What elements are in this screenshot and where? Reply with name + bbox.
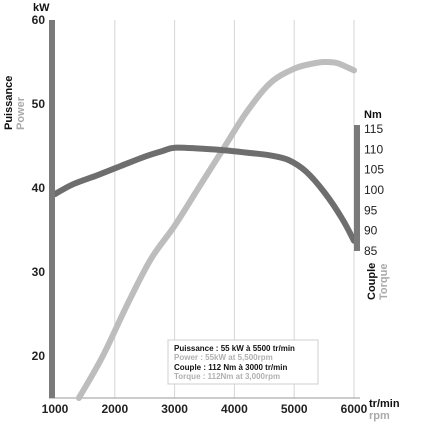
x-tick-label: 1000 bbox=[42, 402, 69, 416]
y-right-tick-label: 90 bbox=[364, 224, 378, 238]
tick-labels: 1000 2000 3000 4000 5000 6000 20 30 40 50 60 85 90 95… bbox=[32, 13, 385, 416]
y-left-tick-label: 60 bbox=[32, 13, 46, 27]
left-axis-unit: kW bbox=[33, 2, 50, 14]
y-right-tick-label: 105 bbox=[364, 163, 384, 177]
left-axis-label-primary: Puissance bbox=[3, 76, 15, 130]
left-axis-label-secondary: Power bbox=[15, 96, 27, 130]
y-right-tick-label: 100 bbox=[364, 183, 384, 197]
y-right-tick-label: 115 bbox=[364, 122, 383, 136]
legend: Puissance : 55 kW à 5500 tr/min Power : … bbox=[167, 339, 319, 385]
y-right-tick-label: 95 bbox=[364, 203, 378, 217]
axes bbox=[49, 20, 360, 398]
y-left-tick-label: 40 bbox=[32, 181, 46, 195]
y-right-tick-label: 85 bbox=[364, 244, 378, 258]
series-layer bbox=[52, 58, 357, 401]
legend-box bbox=[167, 339, 319, 385]
right-axis-unit: Nm bbox=[364, 109, 382, 121]
legend-line-2: Power : 55kW at 5,500rpm bbox=[174, 353, 273, 362]
right-axis-label-secondary: Torque bbox=[378, 264, 390, 300]
y-left-tick-label: 30 bbox=[32, 265, 46, 279]
y-left-tick-label: 20 bbox=[32, 349, 46, 363]
right-axis-label-primary: Couple bbox=[366, 263, 378, 300]
x-tick-label: 3000 bbox=[161, 402, 188, 416]
y-right-tick-label: 110 bbox=[364, 142, 383, 156]
power-curve bbox=[75, 58, 357, 401]
x-tick-label: 5000 bbox=[281, 402, 308, 416]
x-axis-label-bottom: rpm bbox=[369, 410, 390, 422]
legend-line-1: Puissance : 55 kW à 5500 tr/min bbox=[174, 344, 295, 353]
legend-line-3: Couple : 112 Nm à 3000 tr/min bbox=[174, 363, 287, 372]
torque-curve bbox=[52, 144, 357, 244]
left-axis-bar bbox=[49, 20, 55, 398]
x-axis-label-top: tr/min bbox=[369, 398, 400, 410]
x-tick-label: 4000 bbox=[221, 402, 248, 416]
right-axis-bar bbox=[354, 125, 360, 251]
x-tick-label: 6000 bbox=[341, 402, 368, 416]
x-tick-label: 2000 bbox=[101, 402, 128, 416]
y-left-tick-label: 50 bbox=[32, 97, 46, 111]
legend-line-4: Torque : 112Nm at 3,000rpm bbox=[174, 372, 280, 381]
